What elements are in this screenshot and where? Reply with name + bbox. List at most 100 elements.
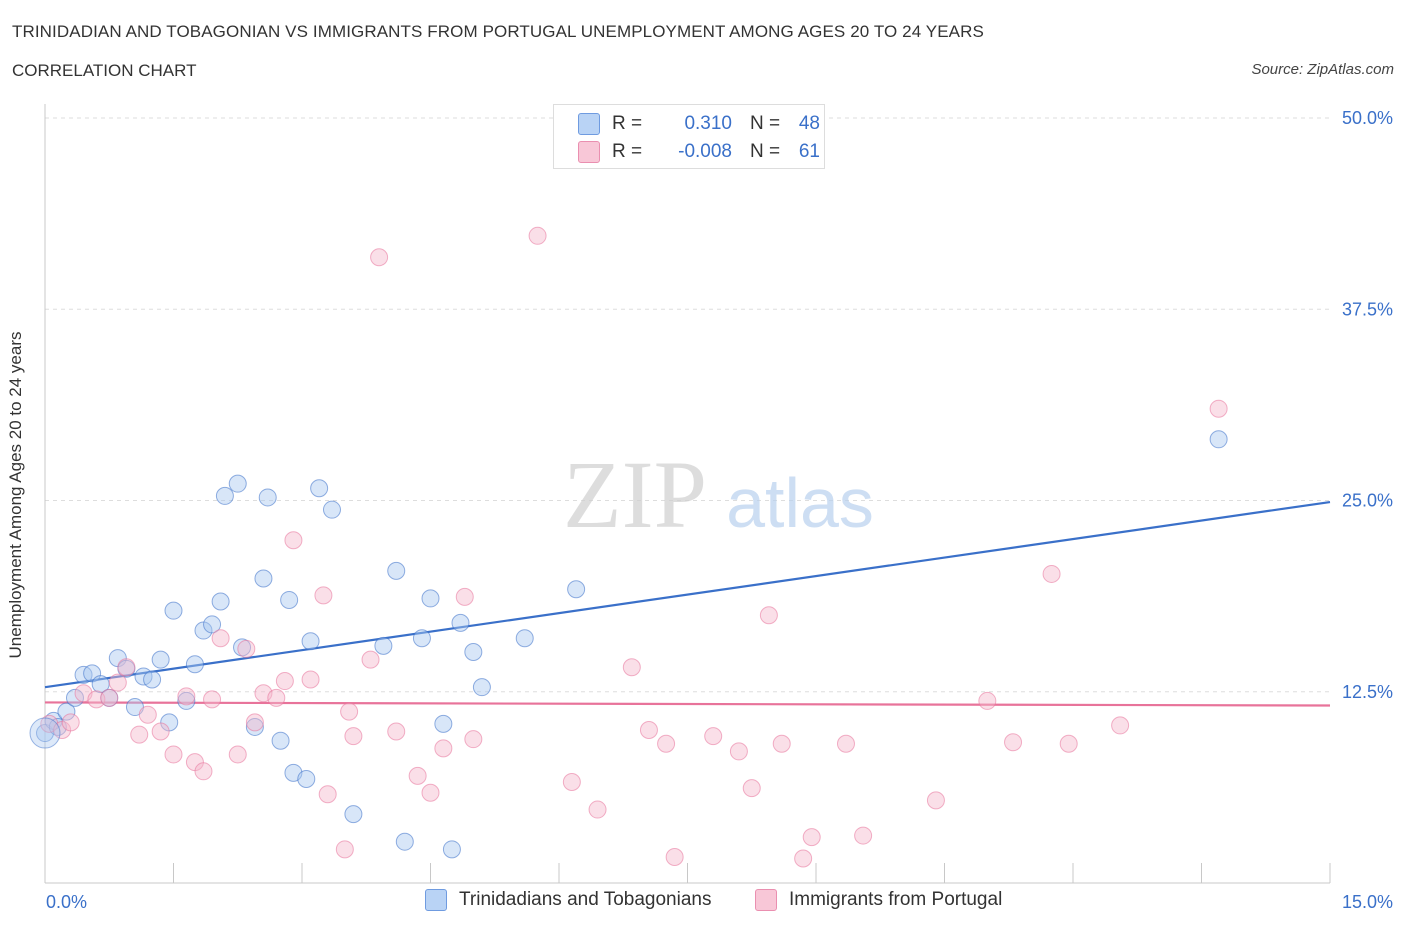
legend-n-value: 48 [798, 113, 820, 134]
portugal-point [151, 722, 170, 741]
trinidadian-point [215, 486, 234, 505]
trinidadian-point [421, 589, 440, 608]
portugal-point [622, 658, 641, 677]
portugal-point [742, 779, 761, 798]
portugal-point [237, 639, 256, 658]
trinidadian-point [310, 479, 329, 498]
portugal-point [978, 691, 997, 710]
legend-n-label: N = [750, 113, 781, 134]
portugal-point [1111, 716, 1130, 735]
portugal-point [528, 226, 547, 245]
trinidadian-point [177, 691, 196, 710]
legend-swatch-pink [578, 141, 600, 163]
portugal-point [275, 672, 294, 691]
trinidadian-point [1209, 430, 1228, 449]
trinidadian-point [164, 601, 183, 620]
trinidadian-point [434, 714, 453, 733]
trinidadian-point [451, 613, 470, 632]
y-axis-label: Unemployment Among Ages 20 to 24 years [6, 331, 25, 659]
data-points [29, 226, 1228, 868]
chart-title: TRINIDADIAN AND TOBAGONIAN VS IMMIGRANTS… [12, 22, 984, 41]
portugal-point [284, 531, 303, 550]
portugal-point [588, 800, 607, 819]
portugal-point [340, 702, 359, 721]
legend-r-label: R = [612, 113, 643, 134]
legend-n-label: N = [750, 141, 781, 162]
portugal-point [100, 688, 119, 707]
portugal-point [926, 791, 945, 810]
x-tick-label: 15.0% [1342, 892, 1393, 912]
portugal-point [657, 734, 676, 753]
portugal-point [794, 849, 813, 868]
trinidadian-point [464, 642, 483, 661]
trend-lines [44, 500, 1331, 707]
trinidadian-point [442, 840, 461, 859]
legend-r-label: R = [612, 141, 643, 162]
trinidadian-point [254, 569, 273, 588]
portugal-point [1209, 399, 1228, 418]
trinidadian-point [297, 769, 316, 788]
portugal-trend-line [44, 701, 1331, 707]
series-legend: Trinidadians and Tobagonians Immigrants … [0, 889, 1406, 915]
grid-lines [45, 117, 1330, 693]
portugal-point [455, 587, 474, 606]
portugal-point [301, 670, 320, 689]
legend-r-value: 0.310 [684, 113, 732, 134]
portugal-point [1059, 734, 1078, 753]
legend-swatch-pink [755, 889, 777, 911]
trinidadian-point [57, 702, 76, 721]
trinidadian-point [280, 590, 299, 609]
portugal-point [854, 826, 873, 845]
trinidadian-point [228, 474, 247, 493]
portugal-point [344, 727, 363, 746]
legend-item-trinidadians: Trinidadians and Tobagonians [425, 889, 711, 911]
portugal-point [772, 734, 791, 753]
watermark-atlas: atlas [726, 464, 874, 542]
trinidadian-trend-line [44, 500, 1331, 689]
watermark: ZIP atlas [563, 441, 874, 548]
legend-item-label: Trinidadians and Tobagonians [459, 889, 712, 910]
portugal-point [203, 690, 222, 709]
portugal-point [335, 840, 354, 859]
y-tick-label: 25.0% [1342, 491, 1393, 511]
portugal-point [802, 828, 821, 847]
y-tick-label: 12.5% [1342, 682, 1393, 702]
portugal-point [164, 745, 183, 764]
portugal-point [108, 673, 127, 692]
portugal-point [421, 783, 440, 802]
trinidadian-point [387, 561, 406, 580]
portugal-point [194, 762, 213, 781]
legend-n-value: 61 [798, 141, 820, 162]
portugal-point [177, 687, 196, 706]
legend-item-portugal: Immigrants from Portugal [755, 889, 1002, 911]
trinidadian-point [395, 832, 414, 851]
portugal-point [704, 727, 723, 746]
trinidadian-point [515, 629, 534, 648]
trinidadian-point [143, 670, 162, 689]
watermark-zip: ZIP [563, 441, 707, 548]
trinidadian-point [151, 650, 170, 669]
trinidadian-point [211, 592, 230, 611]
trinidadian-point [271, 731, 290, 750]
portugal-point [61, 713, 80, 732]
portugal-point [464, 730, 483, 749]
chart-subtitle: CORRELATION CHART [12, 61, 197, 80]
axes [44, 104, 1331, 884]
trinidadian-point [203, 615, 222, 634]
trinidadian-point [245, 717, 264, 736]
trinidadian-point [344, 805, 363, 824]
portugal-point [228, 745, 247, 764]
portugal-point [245, 713, 264, 732]
portugal-point [387, 722, 406, 741]
tick-labels: 12.5% 25.0% 37.5% 50.0% 0.0% 15.0% [46, 108, 1393, 912]
portugal-point [370, 248, 389, 267]
portugal-point [130, 725, 149, 744]
portugal-point [1004, 733, 1023, 752]
portugal-point [562, 773, 581, 792]
y-tick-label: 37.5% [1342, 299, 1393, 319]
trinidadian-point [567, 580, 586, 599]
portugal-point [408, 766, 427, 785]
portugal-point [836, 734, 855, 753]
legend-swatch-blue [578, 113, 600, 135]
